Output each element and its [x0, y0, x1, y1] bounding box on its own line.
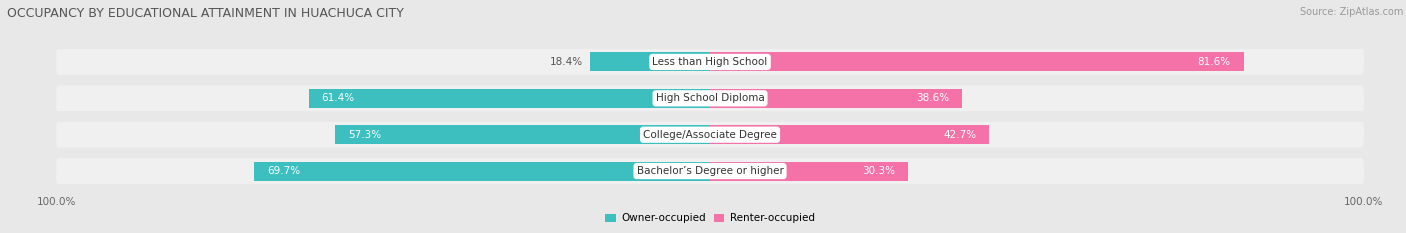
Bar [336, 125, 710, 144]
Text: College/Associate Degree: College/Associate Degree [643, 130, 778, 140]
Text: 81.6%: 81.6% [1198, 57, 1230, 67]
FancyBboxPatch shape [56, 158, 1364, 184]
Text: 57.3%: 57.3% [349, 130, 381, 140]
Text: 61.4%: 61.4% [322, 93, 354, 103]
Legend: Owner-occupied, Renter-occupied: Owner-occupied, Renter-occupied [602, 209, 818, 228]
FancyBboxPatch shape [56, 122, 1364, 147]
Bar [710, 125, 990, 144]
Bar [254, 162, 710, 181]
Bar [710, 52, 1243, 71]
Text: Source: ZipAtlas.com: Source: ZipAtlas.com [1299, 7, 1403, 17]
Text: Less than High School: Less than High School [652, 57, 768, 67]
FancyBboxPatch shape [56, 86, 1364, 111]
Text: High School Diploma: High School Diploma [655, 93, 765, 103]
Bar [710, 89, 962, 108]
Text: 42.7%: 42.7% [943, 130, 976, 140]
Text: 30.3%: 30.3% [862, 166, 896, 176]
Bar [308, 89, 710, 108]
Text: 69.7%: 69.7% [267, 166, 301, 176]
Text: Bachelor’s Degree or higher: Bachelor’s Degree or higher [637, 166, 783, 176]
FancyBboxPatch shape [56, 49, 1364, 75]
Text: OCCUPANCY BY EDUCATIONAL ATTAINMENT IN HUACHUCA CITY: OCCUPANCY BY EDUCATIONAL ATTAINMENT IN H… [7, 7, 404, 20]
Bar [710, 162, 908, 181]
Text: 38.6%: 38.6% [917, 93, 949, 103]
Bar [589, 52, 710, 71]
Text: 18.4%: 18.4% [550, 57, 583, 67]
